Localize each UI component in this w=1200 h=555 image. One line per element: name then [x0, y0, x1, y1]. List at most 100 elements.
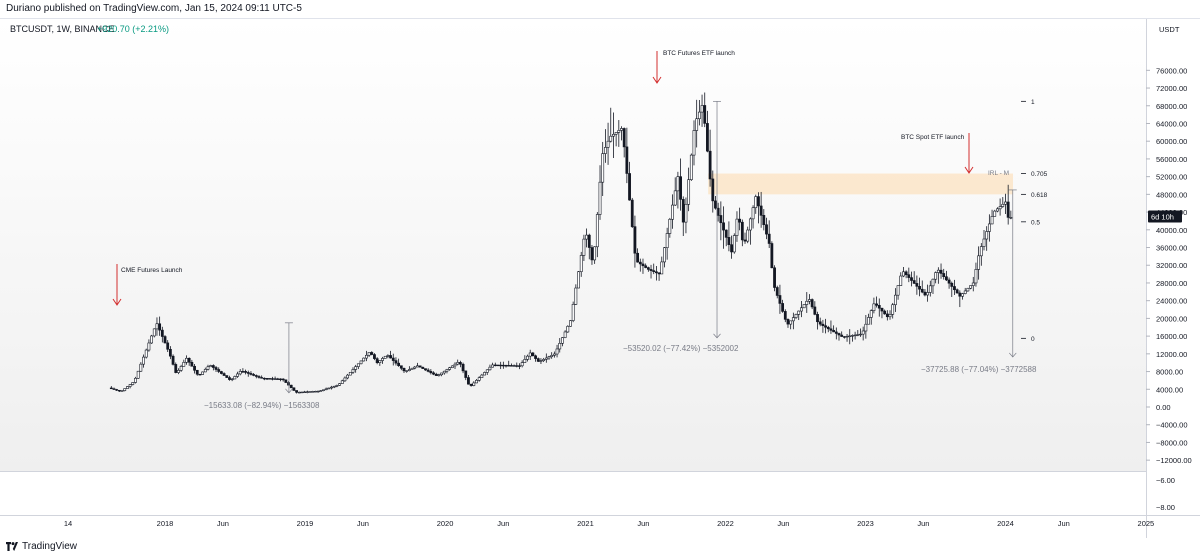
candle-body: [445, 369, 449, 372]
candle-body: [926, 292, 930, 296]
candle-body: [367, 352, 371, 356]
candle-body: [493, 364, 497, 367]
candle-body: [287, 382, 290, 386]
candle-body: [649, 269, 653, 271]
candle-body: [875, 303, 878, 306]
candle-body: [316, 390, 320, 393]
time-axis-label: 2020: [437, 519, 454, 528]
candle-body: [797, 310, 801, 315]
candle-body: [405, 370, 409, 372]
candle-body: [727, 237, 731, 245]
sub-axis-tick-label: −6.00: [1156, 476, 1175, 485]
candle-body: [754, 196, 758, 209]
candle-body: [955, 289, 959, 294]
candle-body: [171, 355, 175, 365]
candle-body: [802, 304, 806, 309]
candle-body: [424, 368, 427, 371]
spot-etf-annotation-label: BTC Spot ETF launch: [901, 134, 965, 141]
currency-label: USDT: [1159, 25, 1180, 34]
price-chart[interactable]: BTCUSDT, 1W, BINANCE +920.70 (+2.21%) 1 0…: [0, 19, 1200, 539]
chart-frame[interactable]: BTCUSDT, 1W, BINANCE +920.70 (+2.21%) 1 0…: [0, 18, 1200, 539]
candle-body: [469, 383, 473, 386]
price-tick-label: 72000.00: [1156, 84, 1187, 93]
candle-body: [547, 356, 551, 359]
candle-body: [633, 226, 637, 254]
candle-body: [966, 287, 970, 292]
candle-body: [958, 292, 962, 297]
candle-body: [322, 389, 325, 391]
candle-body: [655, 271, 658, 274]
tradingview-brand: TradingView: [22, 541, 78, 552]
candle-body: [319, 390, 323, 392]
candle-body: [123, 388, 127, 391]
candle-body: [700, 105, 704, 113]
candle-body: [297, 391, 301, 394]
time-axis-label: Jun: [217, 519, 229, 528]
time-axis-label: 2018: [157, 519, 174, 528]
candle-body: [544, 357, 548, 360]
candle-body: [152, 328, 156, 337]
fib-level-label: 0: [1031, 336, 1035, 343]
candle-body: [507, 365, 511, 367]
candle-body: [697, 111, 701, 120]
candle-body: [942, 273, 946, 277]
candle-body: [652, 270, 656, 273]
candle-body: [998, 206, 1002, 210]
candle-body: [510, 365, 513, 367]
futures-etf-arrow-head: [652, 76, 662, 84]
published-header: Duriano published on TradingView.com, Ja…: [0, 0, 1200, 18]
candle-body: [289, 384, 293, 389]
price-tick-label: −12000.00: [1156, 456, 1192, 465]
time-axis[interactable]: 14 2018 Jun 2019 Jun 2020 Jun 2021 Jun 2022 Jun 202…: [64, 519, 1154, 528]
candle-body: [920, 288, 924, 293]
candle-body: [117, 389, 121, 392]
candle-body: [491, 364, 495, 368]
candle-body: [569, 320, 572, 327]
candle-body: [246, 372, 250, 374]
candle-body: [120, 390, 124, 392]
candle-body: [233, 376, 237, 380]
footer-bar: TradingView: [0, 538, 1200, 555]
candle-body: [657, 272, 661, 275]
cme-annotation-label: CME Futures Launch: [121, 267, 183, 274]
candle-body: [351, 369, 355, 373]
candle-body: [354, 366, 358, 370]
price-tick-label: 40000.00: [1156, 226, 1187, 235]
price-tick-label: 76000.00: [1156, 66, 1187, 75]
candle-body: [115, 389, 119, 391]
candle-body: [179, 366, 183, 371]
candle-body: [434, 373, 438, 376]
candle-body: [373, 354, 376, 359]
candle-body: [442, 370, 446, 374]
candle-layer: [109, 92, 1013, 394]
candle-body: [735, 218, 739, 236]
candle-body: [518, 365, 521, 367]
candle-body: [265, 378, 269, 380]
candle-body: [993, 210, 997, 217]
price-tick-label: 8000.00: [1156, 368, 1183, 377]
candle-body: [853, 334, 857, 337]
price-tick-label: 0.00: [1156, 403, 1171, 412]
candle-body: [375, 358, 379, 364]
candle-body: [832, 330, 836, 333]
candle-body: [523, 359, 527, 363]
measure-label-2018: −15633.08 (−82.94%) −1563308: [204, 401, 320, 410]
candle-body: [767, 233, 771, 244]
candle-body: [528, 352, 532, 357]
time-axis-label: 2025: [1138, 519, 1155, 528]
candle-body: [206, 366, 210, 370]
price-tick-label: 32000.00: [1156, 261, 1187, 270]
candle-body: [904, 271, 908, 276]
price-axis[interactable]: USDT 76000.00 72000.00 68000.00 64000.00 600…: [1146, 25, 1192, 465]
candle-body: [182, 361, 186, 367]
candle-body: [794, 314, 798, 318]
price-tick-label: 64000.00: [1156, 119, 1187, 128]
candle-body: [923, 291, 927, 296]
price-tick-label: 20000.00: [1156, 314, 1187, 323]
candle-body: [907, 274, 911, 278]
candle-body: [910, 277, 913, 281]
candle-body: [601, 153, 605, 183]
fib-layer: 1 0.705 0.618 0.5 0: [1021, 99, 1048, 343]
candle-body: [834, 331, 838, 334]
candle-body: [947, 279, 951, 284]
